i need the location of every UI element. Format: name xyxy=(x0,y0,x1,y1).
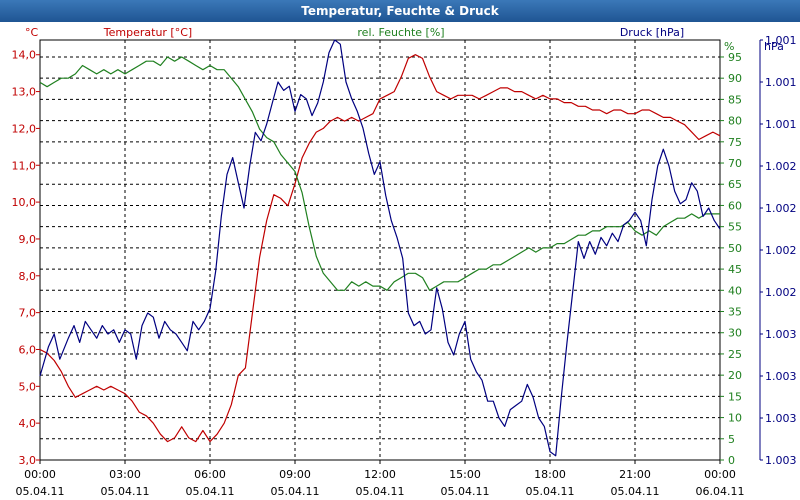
humidity-tick-label: 45 xyxy=(728,263,742,276)
x-tick-label-time: 15:00 xyxy=(449,468,481,481)
series-line-pressure xyxy=(39,39,721,457)
temperature-tick-label: 13,0 xyxy=(12,86,37,99)
x-tick-label-time: 00:00 xyxy=(704,468,736,481)
temperature-tick-label: 5,0 xyxy=(19,380,37,393)
x-tick-label-time: 00:00 xyxy=(24,468,56,481)
series xyxy=(39,39,721,457)
humidity-unit-label: % xyxy=(724,40,734,53)
temperature-tick-label: 4,0 xyxy=(19,417,37,430)
x-tick-label-time: 21:00 xyxy=(619,468,651,481)
x-tick-label-date: 06.04.11 xyxy=(696,485,745,498)
temperature-tick-label: 9,0 xyxy=(19,233,37,246)
pressure-tick-label: 1.002 xyxy=(765,286,797,299)
pressure-tick-label: 1.001 xyxy=(765,118,797,131)
pressure-tick-label: 1.003 xyxy=(765,454,797,467)
humidity-tick-label: 85 xyxy=(728,93,742,106)
grid xyxy=(39,39,721,461)
x-tick-label-time: 18:00 xyxy=(534,468,566,481)
x-tick-label-date: 05.04.11 xyxy=(441,485,490,498)
pressure-axis-title: Druck [hPa] xyxy=(620,26,684,39)
humidity-tick-label: 10 xyxy=(728,412,742,425)
pressure-tick-label: 1.001 xyxy=(765,34,797,47)
series-line-temperature xyxy=(39,54,721,443)
x-tick-label-date: 05.04.11 xyxy=(101,485,150,498)
pressure-tick-label: 1.003 xyxy=(765,370,797,383)
x-tick-label-time: 09:00 xyxy=(279,468,311,481)
x-tick-label-date: 05.04.11 xyxy=(271,485,320,498)
humidity-tick-label: 95 xyxy=(728,51,742,64)
window-title: Temperatur, Feuchte & Druck xyxy=(0,0,800,22)
pressure-tick-label: 1.002 xyxy=(765,202,797,215)
pressure-tick-label: 1.003 xyxy=(765,328,797,341)
humidity-tick-label: 0 xyxy=(728,454,735,467)
series-line-humidity xyxy=(39,56,720,291)
temperature-tick-label: 14,0 xyxy=(12,49,37,62)
pressure-tick-label: 1.002 xyxy=(765,160,797,173)
pressure-tick-label: 1.002 xyxy=(765,244,797,257)
labels: 00:00 05.04.11 03:00 05.04.11 06:00 05.04.11 0… xyxy=(12,26,797,498)
x-tick-label-date: 05.04.11 xyxy=(611,485,660,498)
x-tick-label-date: 05.04.11 xyxy=(186,485,235,498)
temperature-tick-label: 10,0 xyxy=(12,196,37,209)
humidity-tick-label: 50 xyxy=(728,242,742,255)
temperature-tick-label: 12,0 xyxy=(12,122,37,135)
temperature-tick-label: 7,0 xyxy=(19,307,37,320)
axes xyxy=(36,39,763,464)
temperature-tick-label: 11,0 xyxy=(12,159,37,172)
temperature-tick-label: 8,0 xyxy=(19,270,37,283)
humidity-tick-label: 30 xyxy=(728,327,742,340)
humidity-tick-label: 65 xyxy=(728,178,742,191)
x-tick-label-date: 05.04.11 xyxy=(526,485,575,498)
humidity-tick-label: 5 xyxy=(728,433,735,446)
humidity-tick-label: 35 xyxy=(728,306,742,319)
temperature-tick-label: 6,0 xyxy=(19,343,37,356)
humidity-tick-label: 70 xyxy=(728,157,742,170)
pressure-tick-label: 1.003 xyxy=(765,412,797,425)
pressure-tick-label: 1.001 xyxy=(765,76,797,89)
humidity-tick-label: 60 xyxy=(728,199,742,212)
x-tick-label-date: 05.04.11 xyxy=(356,485,405,498)
humidity-tick-label: 90 xyxy=(728,72,742,85)
humidity-tick-label: 25 xyxy=(728,348,742,361)
humidity-tick-label: 80 xyxy=(728,115,742,128)
humidity-tick-label: 20 xyxy=(728,369,742,382)
humidity-tick-label: 40 xyxy=(728,284,742,297)
humidity-tick-label: 15 xyxy=(728,390,742,403)
humidity-tick-label: 75 xyxy=(728,136,742,149)
humidity-axis-title: rel. Feuchte [%] xyxy=(357,26,444,39)
temperature-tick-label: 3,0 xyxy=(19,454,37,467)
temperature-axis-title: Temperatur [°C] xyxy=(103,26,192,39)
x-tick-label-date: 05.04.11 xyxy=(16,485,65,498)
x-tick-label-time: 03:00 xyxy=(109,468,141,481)
humidity-tick-label: 55 xyxy=(728,221,742,234)
temperature-unit-label: °C xyxy=(25,26,39,39)
chart-canvas: 00:00 05.04.11 03:00 05.04.11 06:00 05.04.11 0… xyxy=(12,26,797,498)
x-tick-label-time: 12:00 xyxy=(364,468,396,481)
pressure-unit-label: hPa xyxy=(764,40,784,53)
x-tick-label-time: 06:00 xyxy=(194,468,226,481)
